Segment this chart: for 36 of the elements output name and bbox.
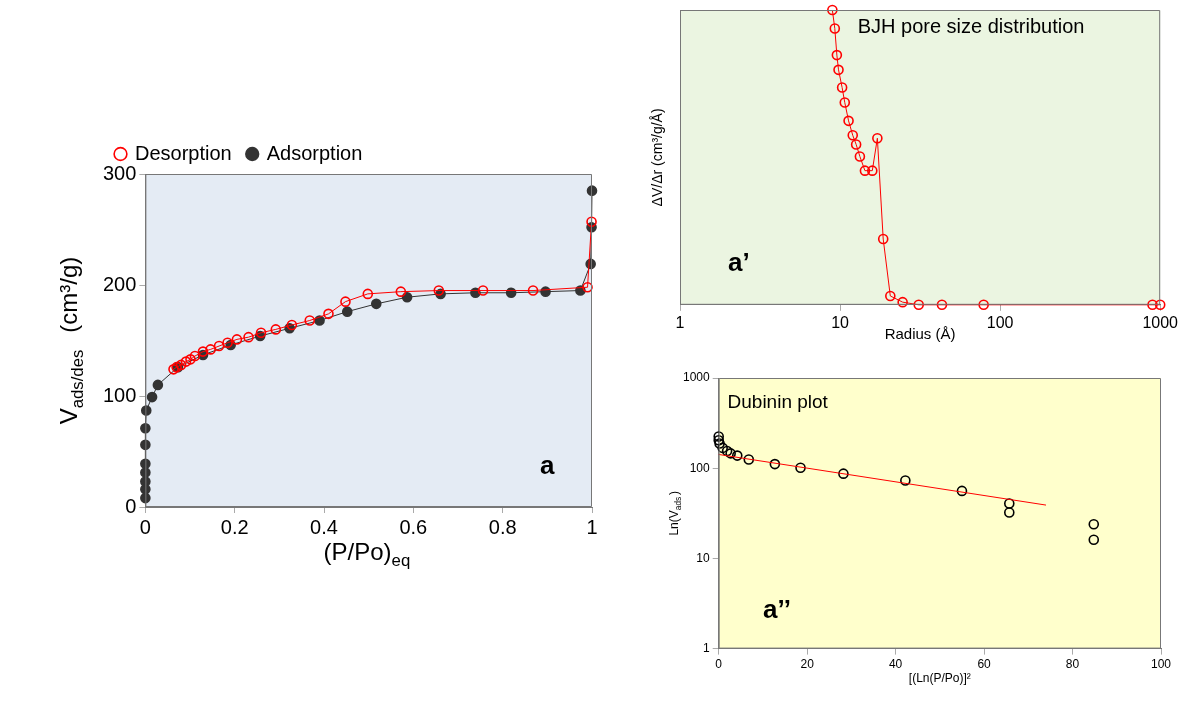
y-tick-label: 0: [125, 494, 137, 517]
annotation: BJH pore size distribution: [857, 15, 1085, 38]
y-axis-title: Vads/des (cm³/g): [54, 256, 88, 425]
y-tick-label: 200: [102, 272, 137, 295]
x-tick-label: 1: [586, 515, 598, 538]
annotation: a: [540, 450, 556, 481]
x-tick-label: 80: [1065, 657, 1080, 672]
y-tick-label: 1: [703, 640, 711, 655]
x-tick-label: 60: [977, 657, 992, 672]
x-axis-title: Radius (Å): [884, 324, 956, 342]
x-tick-label: 0.4: [310, 515, 338, 538]
x-tick-label: 20: [800, 657, 815, 672]
legend-label: Desorption: [135, 141, 232, 164]
x-tick-label: 0: [139, 515, 151, 538]
y-tick-label: 300: [102, 161, 137, 184]
y-axis-title: Ln(Vads): [667, 490, 684, 536]
annotation: a’: [728, 246, 750, 277]
x-tick-label: 0: [715, 657, 723, 672]
y-tick-label: 100: [102, 383, 137, 406]
y-tick-label: 10: [696, 550, 711, 565]
x-axis-title: [(Ln(P/Po)]²: [908, 670, 971, 685]
x-tick-label: 0.6: [399, 515, 428, 538]
annotation: Dubinin plot: [727, 390, 829, 412]
y-axis-title: ΔV/Δr (cm³/g/Å): [648, 108, 665, 207]
x-tick-label: 40: [888, 657, 903, 672]
legend-label: Adsorption: [266, 141, 363, 164]
y-tick-label: 100: [689, 460, 711, 475]
x-tick-label: 1: [675, 313, 685, 331]
x-tick-label: 10: [831, 313, 850, 331]
x-tick-label: 0.8: [488, 515, 517, 538]
x-tick-label: 0.2: [220, 515, 249, 538]
x-tick-label: 1000: [1142, 313, 1179, 331]
x-tick-label: 100: [1150, 657, 1172, 672]
annotation: a’’: [762, 593, 791, 624]
y-tick-label: 1000: [682, 370, 711, 385]
x-tick-label: 100: [986, 313, 1014, 331]
